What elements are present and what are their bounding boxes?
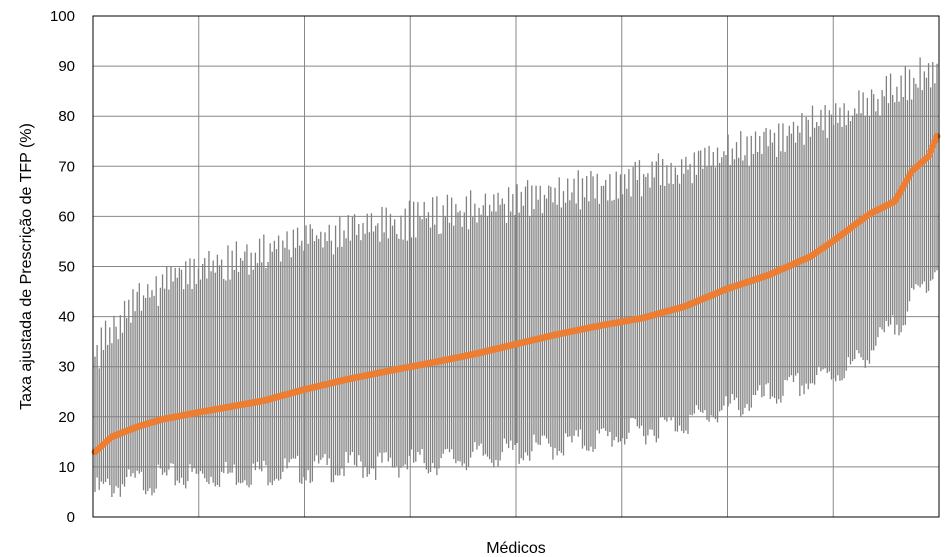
- y-tick-label: 50: [58, 259, 75, 276]
- y-tick-label: 60: [58, 208, 75, 225]
- y-axis-title: Taxa ajustada de Prescrição de TFP (%): [18, 123, 35, 410]
- confidence-interval-bars: [94, 57, 938, 498]
- y-tick-label: 10: [58, 459, 75, 476]
- y-tick-label: 30: [58, 359, 75, 376]
- gridlines: [93, 16, 939, 517]
- y-tick-label: 0: [67, 509, 75, 526]
- y-tick-label: 70: [58, 158, 75, 175]
- plot-frame: [92, 15, 940, 518]
- y-tick-label: 90: [58, 58, 75, 75]
- x-axis-title: Médicos: [486, 540, 546, 557]
- y-tick-label: 100: [50, 8, 75, 25]
- y-tick-label: 40: [58, 309, 75, 326]
- y-tick-label: 80: [58, 108, 75, 125]
- y-tick-labels: 0 10 20 30 40 50 60 70 80 90 100: [50, 8, 75, 526]
- point-estimates: [91, 132, 941, 456]
- y-tick-label: 20: [58, 409, 75, 426]
